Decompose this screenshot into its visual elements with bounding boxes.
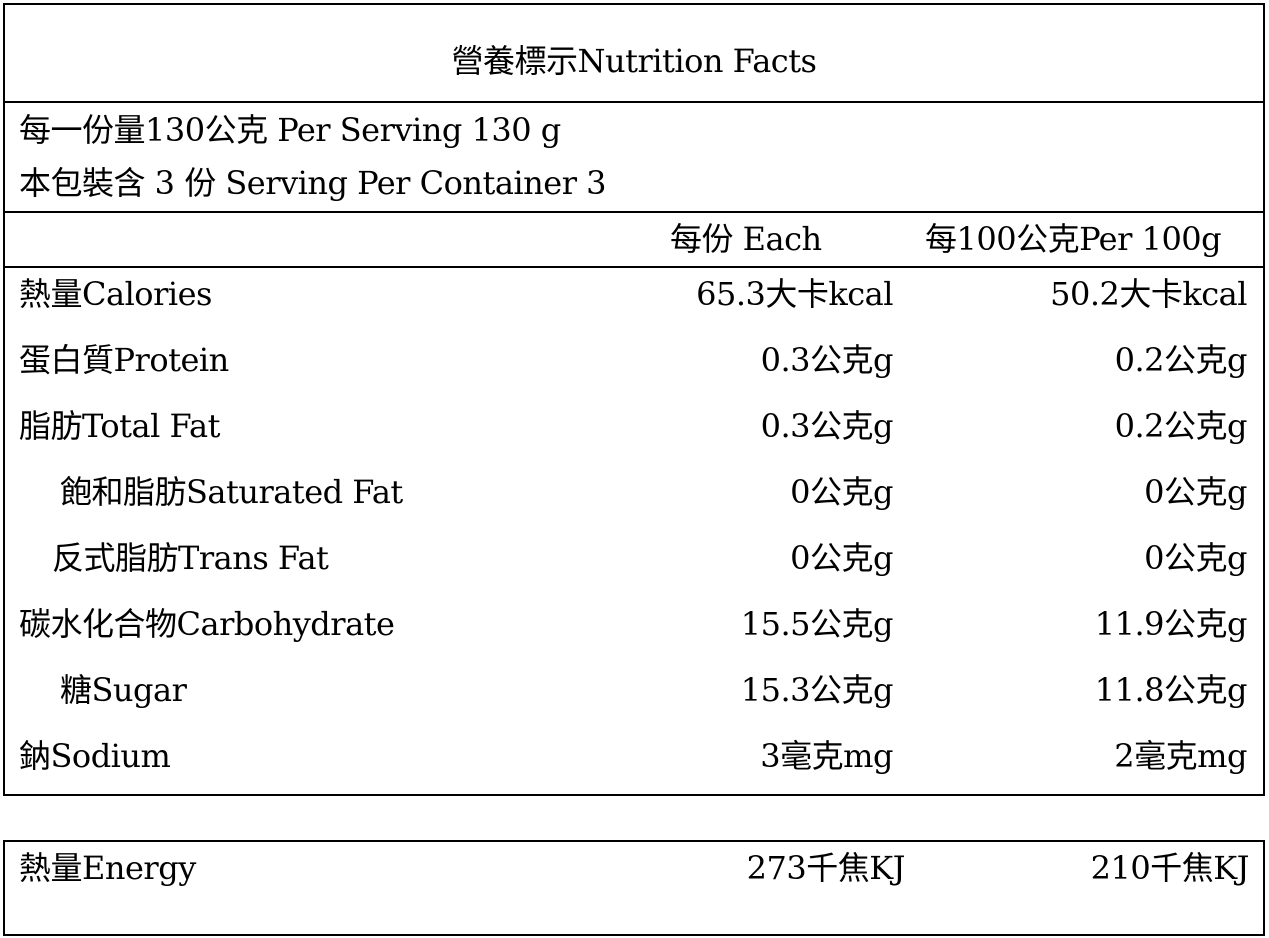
nutrient-per100-value: 2毫克mg: [1114, 737, 1247, 775]
table-title: 營養標示Nutrition Facts: [451, 42, 817, 80]
energy-label: 熱量Energy: [19, 849, 196, 887]
nutrient-each-value: 65.3大卡kcal: [696, 275, 893, 313]
energy-per100-value: 210千焦KJ: [1090, 849, 1250, 887]
nutrient-per100-value: 11.8公克g: [1094, 671, 1248, 709]
nutrient-label: 鈉Sodium: [19, 737, 171, 775]
nutrient-label: 飽和脂肪Saturated Fat: [60, 473, 403, 511]
nutrient-per100-value: 0.2公克g: [1114, 407, 1248, 445]
nutrient-per100-value: 0公克g: [1144, 473, 1247, 511]
nutrient-each-value: 15.5公克g: [740, 605, 894, 643]
nutrient-per100-value: 11.9公克g: [1094, 605, 1248, 643]
nutrient-each-value: 15.3公克g: [740, 671, 894, 709]
nutrient-each-value: 3毫克mg: [760, 737, 893, 775]
nutrient-each-value: 0公克g: [790, 473, 893, 511]
nutrient-per100-value: 0公克g: [1144, 539, 1247, 577]
nutrient-each-value: 0公克g: [790, 539, 893, 577]
nutrient-label: 碳水化合物Carbohydrate: [19, 605, 395, 643]
servings-per-container-text: 本包裝含 3 份 Serving Per Container 3: [19, 164, 607, 202]
nutrient-per100-value: 0.2公克g: [1114, 341, 1248, 379]
nutrient-label: 糖Sugar: [60, 671, 187, 709]
energy-each-value: 273千焦KJ: [746, 849, 906, 887]
nutrient-each-value: 0.3公克g: [760, 407, 894, 445]
column-header-per100: 每100公克Per 100g: [925, 220, 1222, 258]
per-serving-text: 每一份量130公克 Per Serving 130 g: [19, 111, 561, 149]
title-divider: [5, 101, 1263, 103]
nutrient-label: 熱量Calories: [19, 275, 212, 313]
nutrition-table: 營養標示Nutrition Facts 每一份量130公克 Per Servin…: [3, 3, 1265, 796]
energy-table: 熱量Energy 273千焦KJ 210千焦KJ: [3, 840, 1265, 936]
serving-divider: [5, 211, 1263, 213]
nutrient-label: 反式脂肪Trans Fat: [52, 539, 329, 577]
nutrient-label: 蛋白質Protein: [19, 341, 229, 379]
column-header-each: 每份 Each: [670, 220, 822, 258]
nutrient-per100-value: 50.2大卡kcal: [1050, 275, 1247, 313]
header-divider: [5, 266, 1263, 268]
nutrient-label: 脂肪Total Fat: [19, 407, 220, 445]
nutrient-each-value: 0.3公克g: [760, 341, 894, 379]
